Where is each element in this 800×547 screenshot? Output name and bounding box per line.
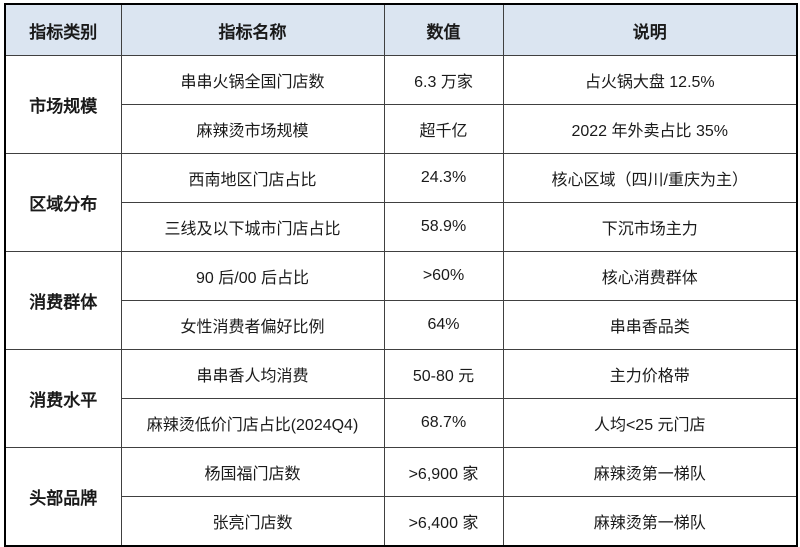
indicator-name-cell: 串串香人均消费 <box>120 349 385 399</box>
category-cell-top-brands: 头部品牌 <box>4 447 122 547</box>
column-header-note: 说明 <box>502 3 798 56</box>
table-row: 市场规模 串串火锅全国门店数 6.3 万家 占火锅大盘 12.5% <box>4 55 798 154</box>
note-cell: 占火锅大盘 12.5% <box>502 55 798 105</box>
indicator-name-cell: 麻辣烫市场规模 <box>120 104 385 154</box>
note-cell: 下沉市场主力 <box>502 202 798 252</box>
value-cell: 24.3% <box>383 153 504 203</box>
page: 指标类别 指标名称 数值 说明 市场规模 串串火锅全国门店数 6.3 万家 占火… <box>0 3 800 547</box>
column-header-value: 数值 <box>383 3 504 56</box>
note-cell: 人均<25 元门店 <box>502 398 798 448</box>
indicator-stats-table: 指标类别 指标名称 数值 说明 市场规模 串串火锅全国门店数 6.3 万家 占火… <box>4 3 798 547</box>
value-cell: 68.7% <box>383 398 504 448</box>
indicator-name-cell: 张亮门店数 <box>120 496 385 547</box>
category-cell-consumer-group: 消费群体 <box>4 251 122 350</box>
table-row: 麻辣烫市场规模 超千亿 2022 年外卖占比 35% <box>5 104 798 154</box>
note-cell: 麻辣烫第一梯队 <box>502 496 798 547</box>
indicator-name-cell: 90 后/00 后占比 <box>120 251 385 301</box>
indicator-name-cell: 女性消费者偏好比例 <box>120 300 385 350</box>
indicator-name-cell: 西南地区门店占比 <box>120 153 385 203</box>
value-cell: >60% <box>383 251 504 301</box>
value-cell: 6.3 万家 <box>383 55 504 105</box>
column-header-category: 指标类别 <box>4 3 122 56</box>
value-cell: 58.9% <box>383 202 504 252</box>
indicator-name-cell: 麻辣烫低价门店占比(2024Q4) <box>120 398 385 448</box>
table-row: 头部品牌 杨国福门店数 >6,900 家 麻辣烫第一梯队 <box>4 447 798 547</box>
table-row: 张亮门店数 >6,400 家 麻辣烫第一梯队 <box>5 496 798 547</box>
note-cell: 串串香品类 <box>502 300 798 350</box>
value-cell: >6,400 家 <box>383 496 504 547</box>
category-cell-spending-level: 消费水平 <box>4 349 122 448</box>
note-cell: 核心区域（四川/重庆为主） <box>502 153 798 203</box>
table-row: 麻辣烫低价门店占比(2024Q4) 68.7% 人均<25 元门店 <box>5 398 798 448</box>
table-row: 区域分布 西南地区门店占比 24.3% 核心区域（四川/重庆为主） <box>4 153 798 252</box>
indicator-name-cell: 三线及以下城市门店占比 <box>120 202 385 252</box>
header-row: 指标类别 指标名称 数值 说明 <box>4 3 798 56</box>
note-cell: 2022 年外卖占比 35% <box>502 104 798 154</box>
value-cell: >6,900 家 <box>383 447 504 497</box>
table-row: 三线及以下城市门店占比 58.9% 下沉市场主力 <box>5 202 798 252</box>
indicator-name-cell: 串串火锅全国门店数 <box>120 55 385 105</box>
value-cell: 64% <box>383 300 504 350</box>
note-cell: 核心消费群体 <box>502 251 798 301</box>
table-row: 消费群体 90 后/00 后占比 >60% 核心消费群体 <box>4 251 798 350</box>
value-cell: 50-80 元 <box>383 349 504 399</box>
indicator-name-cell: 杨国福门店数 <box>120 447 385 497</box>
table-row: 消费水平 串串香人均消费 50-80 元 主力价格带 <box>4 349 798 448</box>
column-header-name: 指标名称 <box>120 3 385 56</box>
category-cell-region: 区域分布 <box>4 153 122 252</box>
table-row: 女性消费者偏好比例 64% 串串香品类 <box>5 300 798 350</box>
note-cell: 麻辣烫第一梯队 <box>502 447 798 497</box>
note-cell: 主力价格带 <box>502 349 798 399</box>
category-cell-market-scale: 市场规模 <box>4 55 122 154</box>
value-cell: 超千亿 <box>383 104 504 154</box>
